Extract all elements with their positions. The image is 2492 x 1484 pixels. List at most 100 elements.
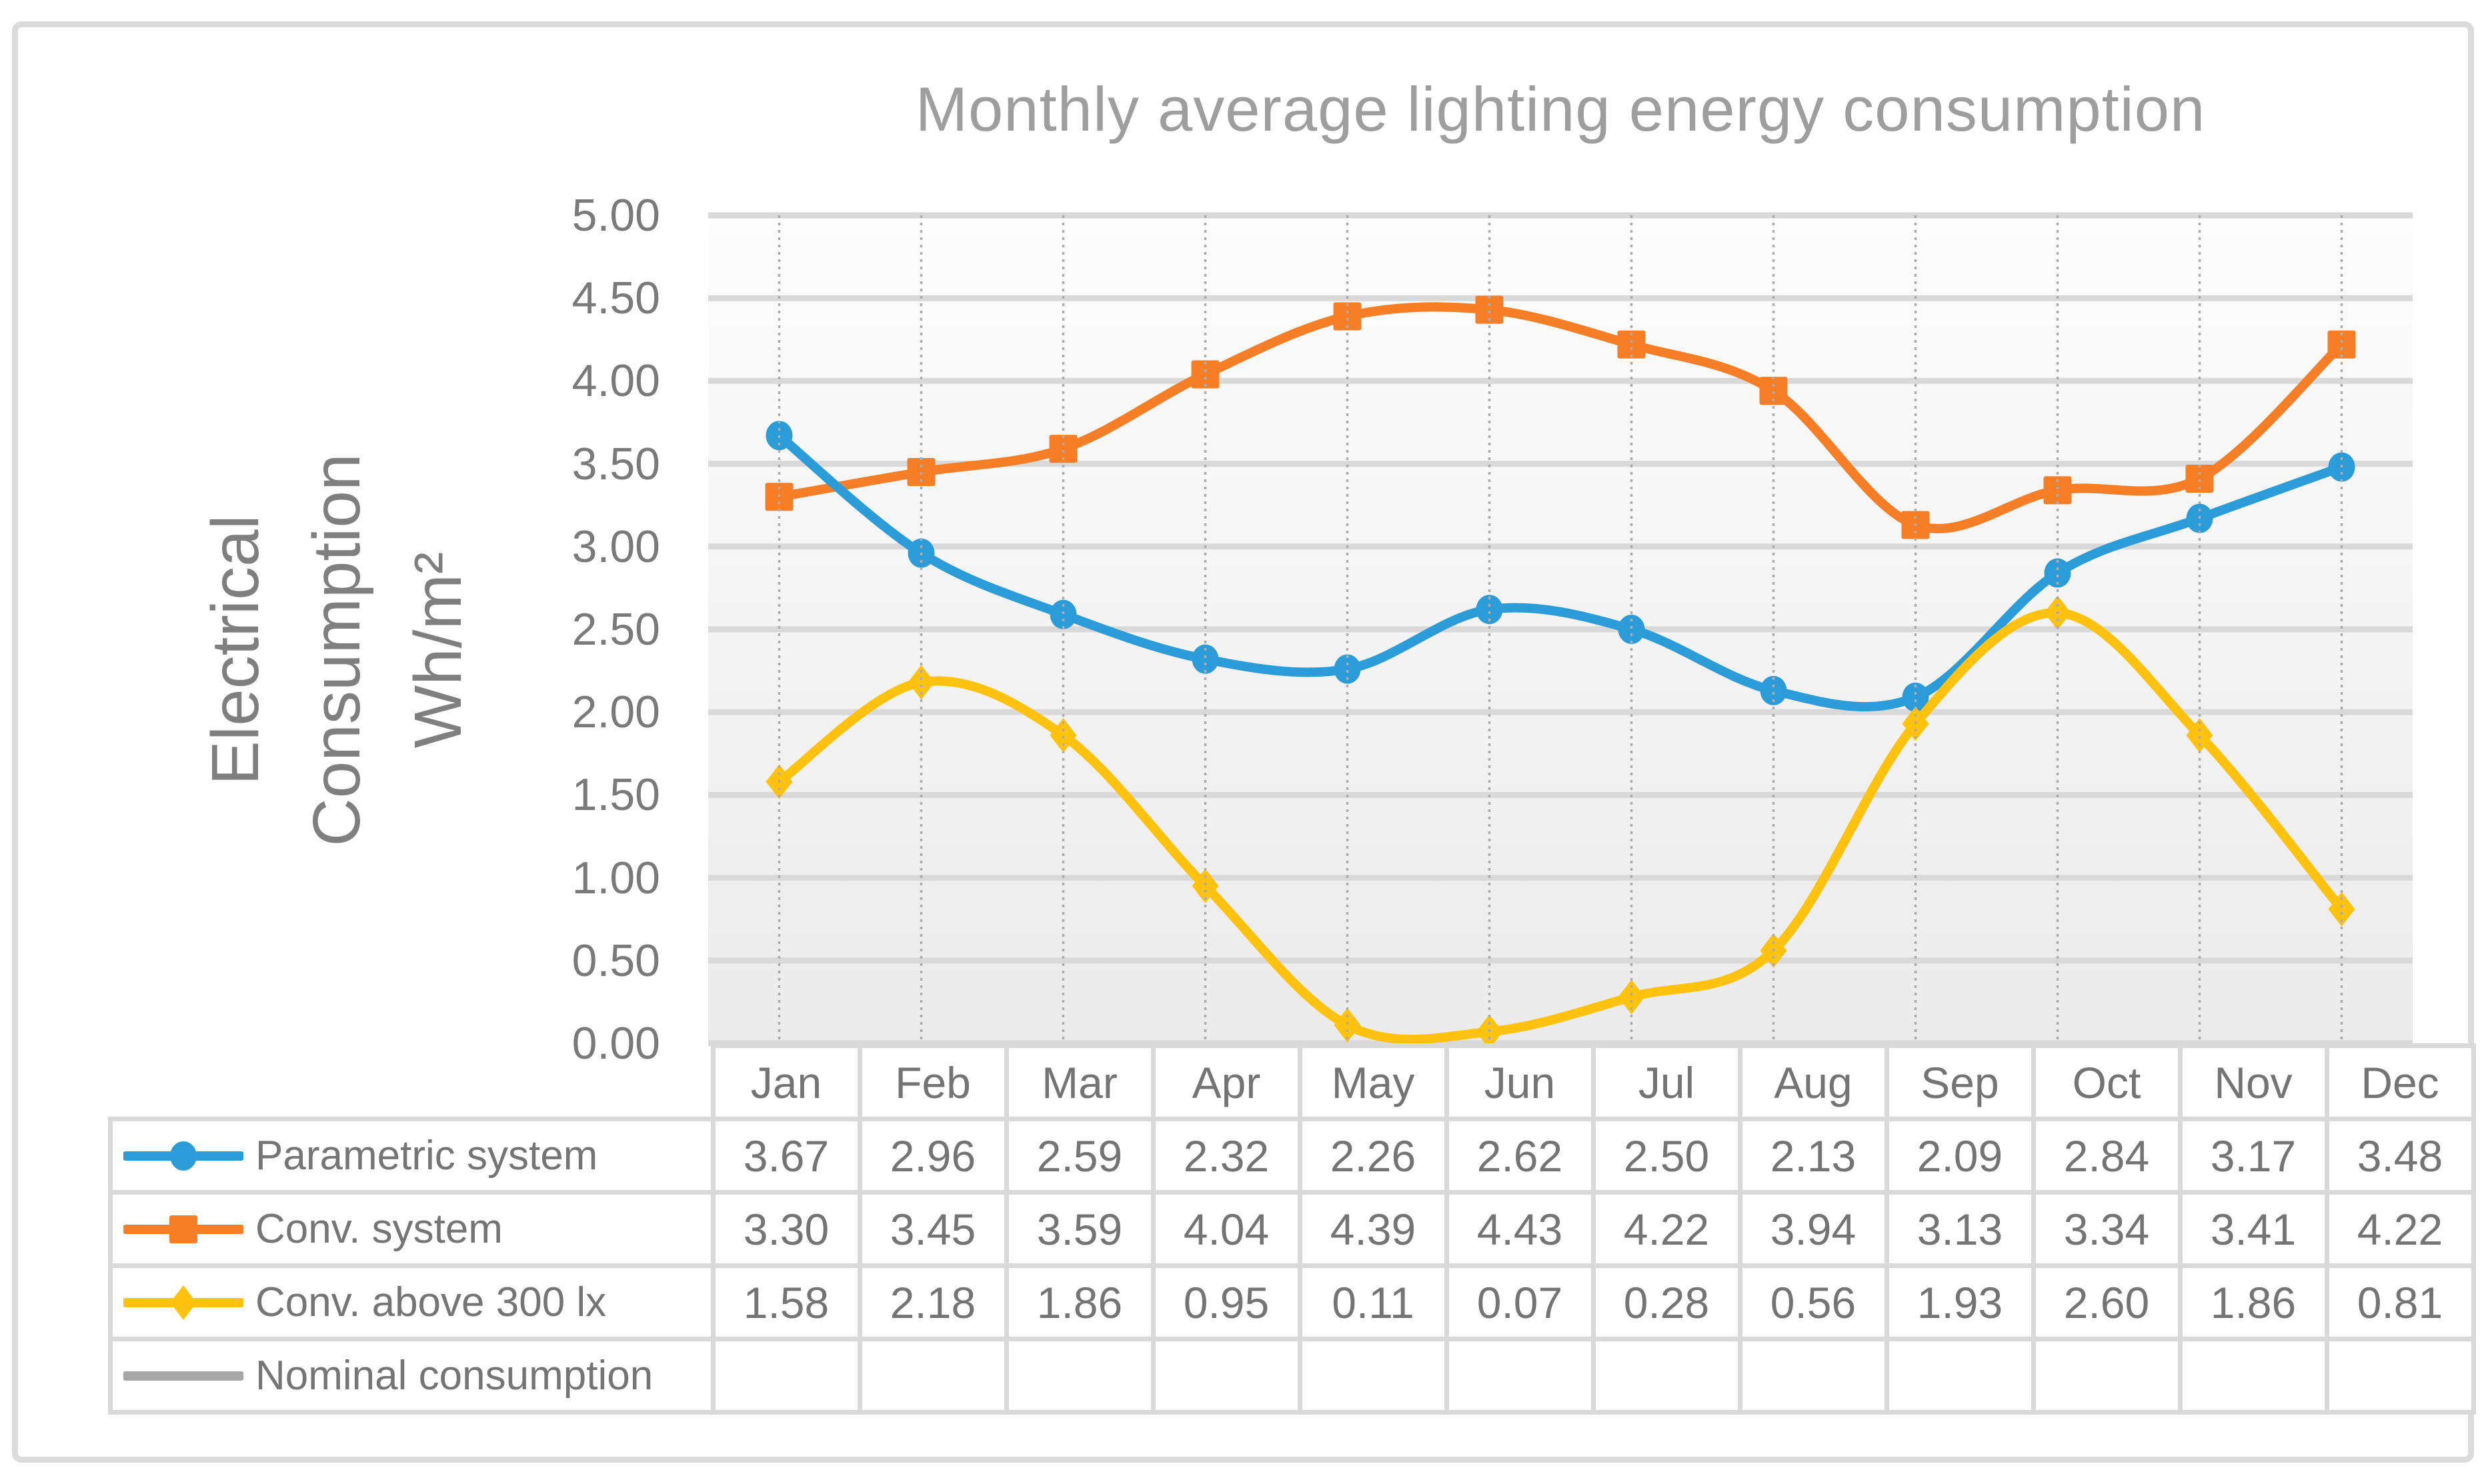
month-header-may: May bbox=[1297, 1043, 1449, 1121]
cell-conv-system-jul: 4.22 bbox=[1590, 1190, 1742, 1268]
month-header-nov: Nov bbox=[2177, 1043, 2329, 1121]
cell-conv-above-300-lx-jun: 0.07 bbox=[1444, 1263, 1596, 1341]
circle-marker-icon bbox=[1334, 654, 1361, 684]
cell-parametric-system-oct: 2.84 bbox=[2031, 1117, 2183, 1195]
cell-parametric-system-may: 2.26 bbox=[1297, 1117, 1449, 1195]
y-tick-label: 4.00 bbox=[571, 355, 660, 407]
cell-nominal-consumption-oct bbox=[2031, 1337, 2183, 1415]
table-row-conv-above-300-lx: Conv. above 300 lx 1.58 2.18 1.86 0.95 0.11 0.… bbox=[108, 1263, 2476, 1341]
circle-marker-icon bbox=[1902, 682, 1929, 712]
legend-item-conv-system: Conv. system bbox=[108, 1190, 716, 1268]
square-marker-icon bbox=[1759, 377, 1788, 405]
square-marker-icon bbox=[2327, 330, 2356, 359]
table-row-nominal-consumption: Nominal consumption bbox=[108, 1337, 2476, 1415]
data-table: Jan Feb Mar Apr May Jun Jul Aug Sep Oct Nov Dec Para… bbox=[108, 1043, 2476, 1415]
diamond-marker-icon bbox=[1334, 1007, 1361, 1043]
square-marker-icon bbox=[2043, 476, 2072, 505]
table-corner-cell bbox=[110, 1045, 716, 1121]
cell-conv-above-300-lx-oct: 2.60 bbox=[2031, 1263, 2183, 1341]
cell-conv-system-feb: 3.45 bbox=[857, 1190, 1009, 1268]
cell-nominal-consumption-sep bbox=[1884, 1337, 2036, 1415]
diamond-marker-icon bbox=[1050, 717, 1077, 753]
square-marker-icon bbox=[1475, 295, 1504, 324]
circle-marker-icon bbox=[170, 1141, 197, 1171]
cell-nominal-consumption-feb bbox=[857, 1337, 1009, 1415]
square-legend-marker-icon bbox=[123, 1215, 243, 1243]
diamond-marker-icon bbox=[1618, 979, 1645, 1015]
month-header-dec: Dec bbox=[2324, 1043, 2476, 1121]
square-marker-icon bbox=[1191, 360, 1220, 389]
cell-conv-system-may: 4.39 bbox=[1297, 1190, 1449, 1268]
cell-conv-above-300-lx-nov: 1.86 bbox=[2177, 1263, 2329, 1341]
cell-parametric-system-aug: 2.13 bbox=[1737, 1117, 1889, 1195]
circle-legend-marker-icon bbox=[123, 1141, 243, 1171]
month-header-apr: Apr bbox=[1150, 1043, 1302, 1121]
cell-parametric-system-feb: 2.96 bbox=[857, 1117, 1009, 1195]
cell-conv-above-300-lx-feb: 2.18 bbox=[857, 1263, 1009, 1341]
legend-label: Nominal consumption bbox=[255, 1353, 654, 1399]
circle-marker-icon bbox=[1760, 675, 1787, 705]
cell-conv-system-jun: 4.43 bbox=[1444, 1190, 1596, 1268]
month-header-jun: Jun bbox=[1444, 1043, 1596, 1121]
legend-item-parametric-system: Parametric system bbox=[108, 1117, 716, 1195]
cell-conv-system-oct: 3.34 bbox=[2031, 1190, 2183, 1268]
y-tick-label: 3.50 bbox=[571, 438, 660, 489]
legend-label: Conv. system bbox=[255, 1206, 503, 1252]
table-header-row: Jan Feb Mar Apr May Jun Jul Aug Sep Oct Nov Dec bbox=[110, 1043, 2476, 1121]
y-tick-label: 2.00 bbox=[571, 687, 660, 738]
diamond-legend-marker-icon bbox=[123, 1285, 243, 1320]
month-header-jul: Jul bbox=[1590, 1043, 1742, 1121]
cell-conv-system-mar: 3.59 bbox=[1004, 1190, 1156, 1268]
cell-conv-system-nov: 3.41 bbox=[2177, 1190, 2329, 1268]
cell-nominal-consumption-nov bbox=[2177, 1337, 2329, 1415]
cell-conv-system-sep: 3.13 bbox=[1884, 1190, 2036, 1268]
square-marker-icon bbox=[169, 1215, 197, 1243]
cell-parametric-system-jan: 3.67 bbox=[710, 1117, 862, 1195]
cell-parametric-system-mar: 2.59 bbox=[1004, 1117, 1156, 1195]
circle-marker-icon bbox=[1050, 599, 1077, 629]
y-tick-label: 5.00 bbox=[571, 190, 660, 241]
cell-parametric-system-sep: 2.09 bbox=[1884, 1117, 2036, 1195]
legend-label: Parametric system bbox=[255, 1133, 598, 1179]
cell-conv-above-300-lx-dec: 0.81 bbox=[2324, 1263, 2476, 1341]
chart-title: Monthly average lighting energy consumpt… bbox=[915, 74, 2206, 144]
month-header-mar: Mar bbox=[1004, 1043, 1156, 1121]
line-legend-marker-icon bbox=[123, 1371, 243, 1381]
diamond-marker-icon bbox=[1192, 869, 1219, 904]
cell-nominal-consumption-mar bbox=[1004, 1337, 1156, 1415]
diamond-marker-icon bbox=[2186, 717, 2213, 753]
cell-conv-above-300-lx-apr: 0.95 bbox=[1150, 1263, 1302, 1341]
y-tick-label: 0.50 bbox=[571, 935, 660, 986]
y-tick-label: 2.50 bbox=[571, 604, 660, 655]
y-tick-label: 3.00 bbox=[571, 521, 660, 572]
cell-parametric-system-jul: 2.50 bbox=[1590, 1117, 1742, 1195]
cell-conv-above-300-lx-mar: 1.86 bbox=[1004, 1263, 1156, 1341]
cell-parametric-system-jun: 2.62 bbox=[1444, 1117, 1596, 1195]
cell-parametric-system-apr: 2.32 bbox=[1150, 1117, 1302, 1195]
square-marker-icon bbox=[1617, 330, 1646, 359]
legend-item-nominal-consumption: Nominal consumption bbox=[108, 1337, 716, 1415]
cell-conv-system-jan: 3.30 bbox=[710, 1190, 862, 1268]
cell-conv-above-300-lx-may: 0.11 bbox=[1297, 1263, 1449, 1341]
circle-marker-icon bbox=[1618, 615, 1645, 644]
cell-parametric-system-dec: 3.48 bbox=[2324, 1117, 2476, 1195]
circle-marker-icon bbox=[2044, 558, 2071, 588]
cell-conv-system-dec: 4.22 bbox=[2324, 1190, 2476, 1268]
cell-nominal-consumption-jul bbox=[1590, 1337, 1742, 1415]
month-header-oct: Oct bbox=[2031, 1043, 2183, 1121]
cell-conv-above-300-lx-jan: 1.58 bbox=[710, 1263, 862, 1341]
table-row-parametric-system: Parametric system 3.67 2.96 2.59 2.32 2.26 2.6… bbox=[108, 1117, 2476, 1195]
cell-nominal-consumption-dec bbox=[2324, 1337, 2476, 1415]
legend-item-conv-above-300-lx: Conv. above 300 lx bbox=[108, 1263, 716, 1341]
diamond-marker-icon bbox=[908, 665, 935, 700]
circle-marker-icon bbox=[1192, 644, 1219, 674]
cell-parametric-system-nov: 3.17 bbox=[2177, 1117, 2329, 1195]
cell-conv-above-300-lx-jul: 0.28 bbox=[1590, 1263, 1742, 1341]
y-tick-label: 4.50 bbox=[571, 273, 660, 324]
cell-conv-system-apr: 4.04 bbox=[1150, 1190, 1302, 1268]
cell-nominal-consumption-apr bbox=[1150, 1337, 1302, 1415]
cell-conv-above-300-lx-sep: 1.93 bbox=[1884, 1263, 2036, 1341]
month-header-sep: Sep bbox=[1884, 1043, 2036, 1121]
circle-marker-icon bbox=[1476, 595, 1503, 625]
